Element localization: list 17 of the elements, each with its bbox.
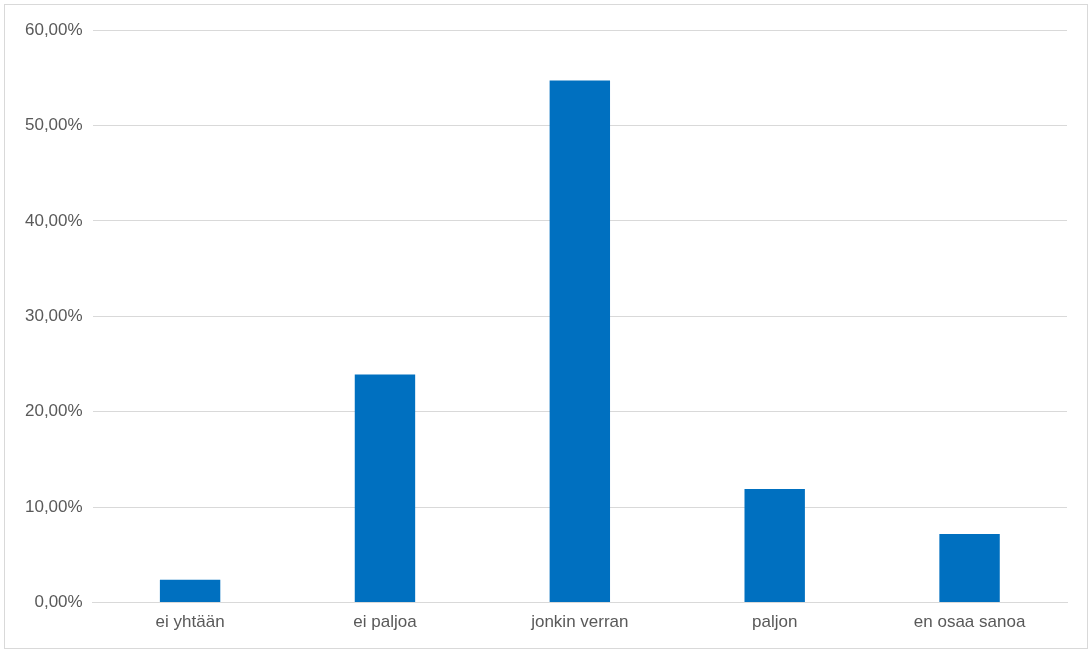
bar (549, 80, 611, 603)
bar (159, 579, 221, 603)
y-tick-label: 30,00% (24, 305, 83, 325)
y-tick-label: 0,00% (34, 592, 83, 612)
bar (939, 533, 1000, 603)
y-tick-label: 60,00% (24, 19, 83, 39)
x-tick-label: jonkin verran (530, 612, 629, 632)
x-tick-label: en osaa sanoa (913, 612, 1026, 632)
y-tick-label: 50,00% (24, 115, 83, 135)
bar (744, 489, 805, 603)
y-tick-label: 40,00% (24, 210, 83, 230)
y-tick-label: 10,00% (24, 496, 83, 516)
y-tick-label: 20,00% (24, 401, 83, 421)
x-tick-label: ei yhtään (155, 612, 225, 632)
bar (354, 374, 416, 603)
x-tick-label: ei paljoa (353, 612, 418, 632)
x-tick-label: paljon (752, 612, 798, 632)
